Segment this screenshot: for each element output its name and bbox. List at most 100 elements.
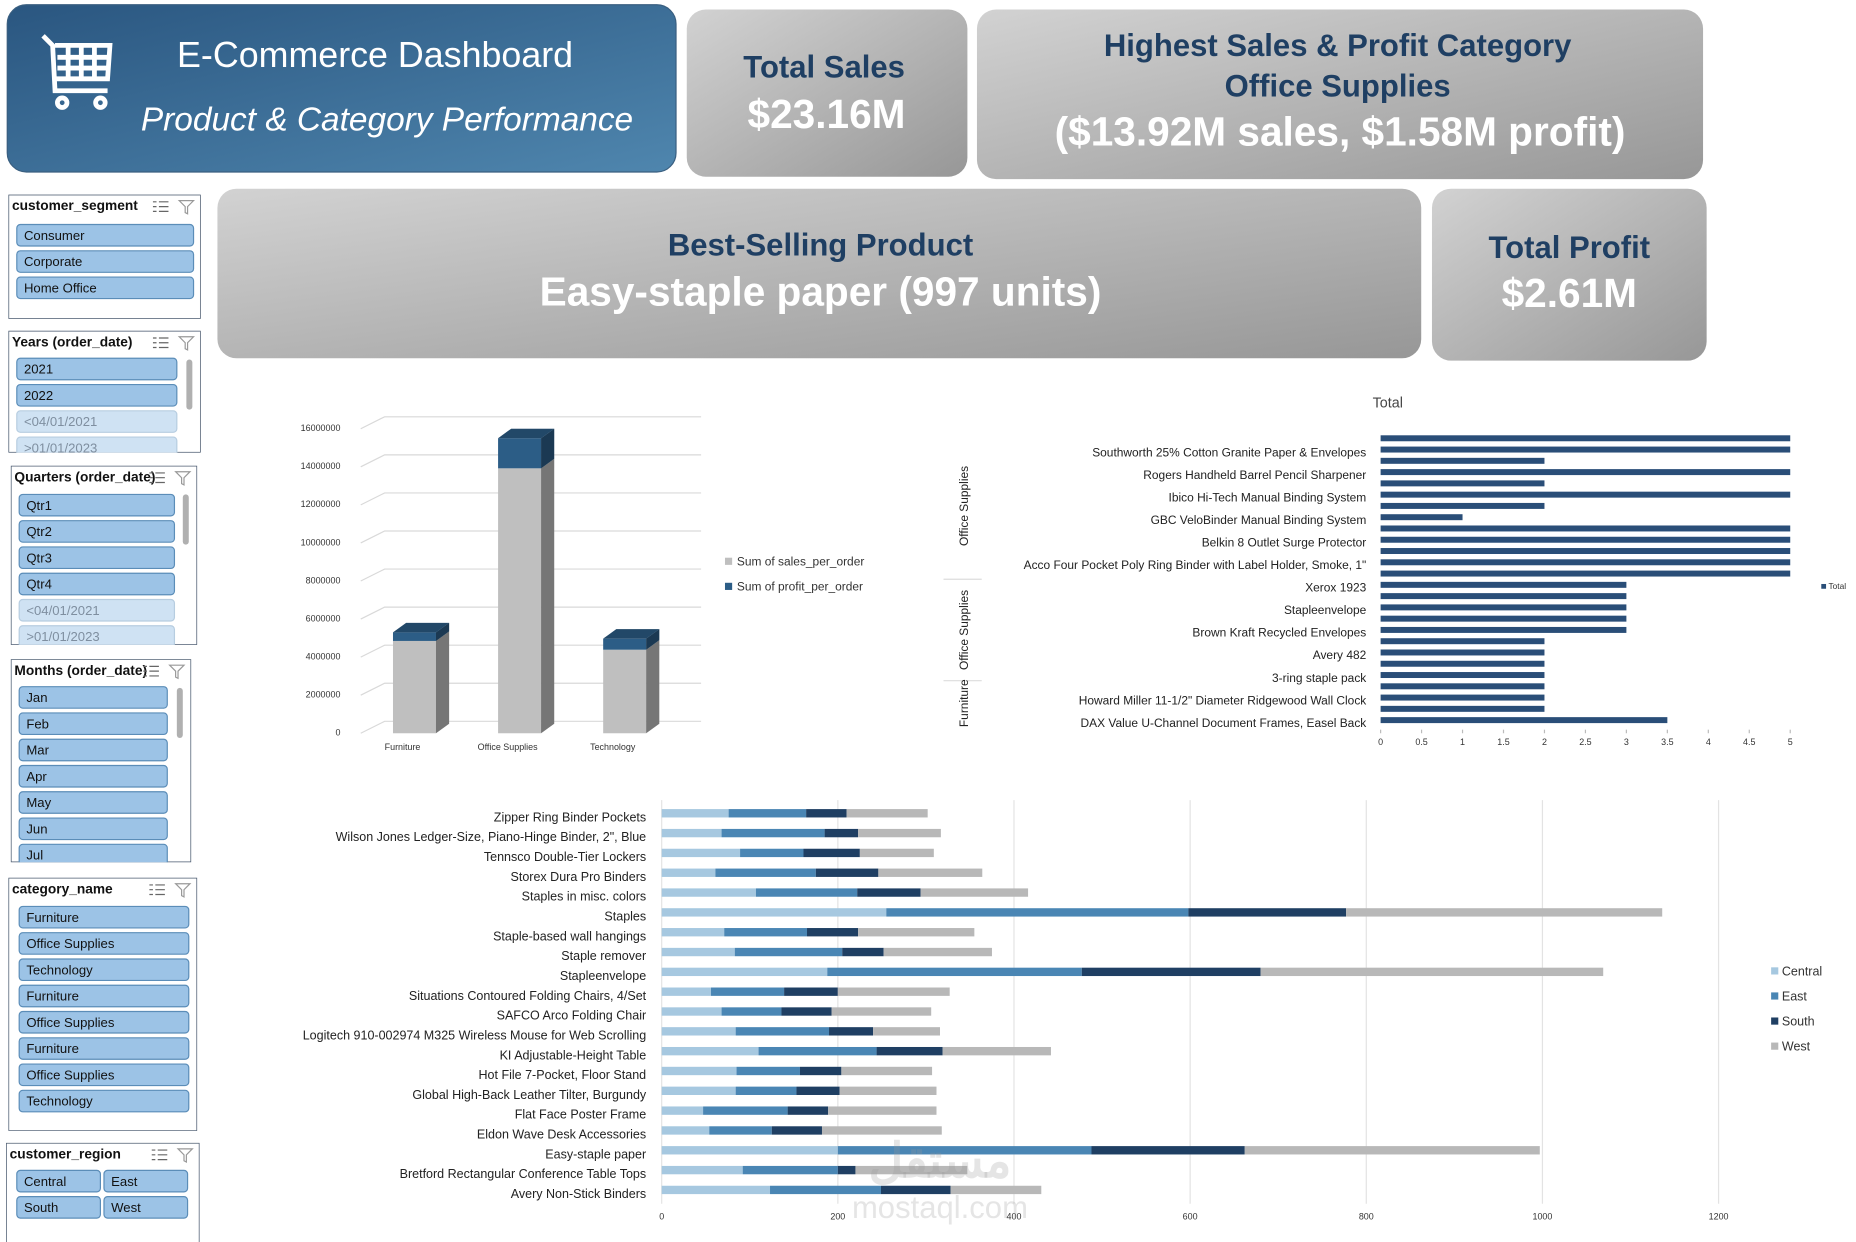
slicer-item[interactable] [18,905,190,929]
bar-segment [1188,908,1347,917]
bar-side [541,458,555,734]
y-tick-label: Bretford Rectangular Conference Table To… [400,1167,647,1181]
slicer-item[interactable] [16,276,195,300]
bar-segment [603,649,647,734]
x-tick-label: Office Supplies [478,742,538,752]
header-subtitle: Product & Category Performance [141,102,633,139]
slicer-item-label: <04/01/2021 [24,414,97,429]
multi-select-icon [143,665,159,677]
slicer: Quarters (order_date) Qtr1 Qtr2 Qtr3 Qtr4 <04… [10,465,198,647]
bar-side-shade [646,640,660,734]
bar-segment [876,1046,943,1056]
bar-segment [831,1007,932,1016]
slicer-item[interactable] [18,1089,190,1113]
slicer-item[interactable] [18,598,176,622]
bar-segment [784,987,838,996]
kpi-label: Highest Sales & Profit Category [1104,28,1572,63]
bar-segment [815,868,879,877]
slicer-item[interactable] [16,357,178,381]
x-tick-label: Furniture [385,742,421,752]
bar-side-shade [646,629,660,650]
clear-filter-icon [168,664,186,680]
slicer-item[interactable] [18,493,176,517]
legend-label: Central [1782,964,1822,978]
bar-top [498,428,555,439]
cart-icon [41,34,113,110]
slicer-title: customer_segment [12,198,138,213]
slicer-item[interactable] [103,1196,189,1219]
slicer-item[interactable] [18,791,168,814]
bar-segment [1081,967,1261,977]
bar-segment [603,638,647,650]
bar [1380,593,1627,600]
bar-segment [858,828,941,838]
slicer-item-label: Apr [26,769,47,784]
slicer-item-label: East [111,1174,138,1189]
clear-filter-icon [177,200,195,215]
slicer-item[interactable] [18,738,168,762]
slicer-item[interactable] [18,958,190,982]
bar-side-shade [435,631,450,734]
legend-swatch [1821,583,1827,589]
slicer-item-label: West [111,1200,141,1215]
bar-segment [661,1146,838,1155]
slicer-item[interactable] [18,686,168,709]
slicer-item[interactable] [18,1037,190,1060]
group-label: Furniture [957,679,971,727]
bar-segment [859,848,934,858]
slicer-item[interactable] [18,984,190,1008]
slicer-item[interactable] [16,1196,101,1219]
slicer-item[interactable] [18,1063,190,1087]
bar-top-shade [603,629,660,639]
bar-segment [661,1126,710,1135]
slicer-item[interactable] [18,1010,190,1034]
x-tick-label: 4.5 [1743,737,1755,747]
slicer-item[interactable] [16,250,195,273]
grid-line [360,682,702,696]
slicer-item[interactable] [16,410,178,433]
bar-side-shade [541,458,555,734]
y-tick-label: 14000000 [301,461,341,471]
bar-top-shade [498,428,555,439]
bar-segment [842,947,884,957]
legend-swatch [1771,992,1779,1000]
kpi-value: $2.61M [1502,270,1637,316]
bar-segment [837,987,950,996]
slicer-item[interactable] [18,712,168,736]
slicer-item[interactable] [103,1169,189,1193]
slicer-item-label: Technology [26,1094,93,1109]
x-tick-label: 400 [1007,1211,1022,1221]
slicer-item[interactable] [16,223,195,247]
slicer-item-label: 2021 [24,362,53,377]
y-tick-label: Global High-Back Leather Tilter, Burgund… [412,1088,646,1102]
slicer-item[interactable] [18,572,176,596]
y-tick-label: Avery Non-Stick Binders [511,1187,646,1201]
kpi-value: $23.16M [747,91,905,137]
bar-segment [661,1185,771,1195]
slicer-item[interactable] [18,817,168,841]
bar-segment [661,888,756,897]
slicer-item[interactable] [18,764,168,788]
bar-segment [742,1165,838,1175]
slicer-item[interactable] [18,520,176,543]
multi-select-icon [152,337,169,349]
slicer-item[interactable] [16,1169,101,1193]
slicer-item-label: Furniture [26,1041,79,1056]
bar-segment [661,809,729,818]
grid-line [360,530,702,544]
bar-segment [796,1086,840,1095]
slicer-item[interactable] [18,546,176,570]
bar-segment [827,967,1082,977]
slicer-item[interactable] [18,932,190,955]
y-tick-label: Hot File 7-Pocket, Floor Stand [479,1068,647,1082]
bar [1380,660,1545,667]
bar-segment [728,809,807,818]
x-tick-label: 1.5 [1497,737,1509,747]
slicer-item[interactable] [18,843,168,865]
bar [1380,672,1545,679]
slicer-item[interactable] [16,383,178,407]
grid-line [360,606,702,620]
slicer-item[interactable] [18,625,176,647]
bar-segment [837,1146,1092,1155]
slicer-item[interactable] [16,436,178,458]
